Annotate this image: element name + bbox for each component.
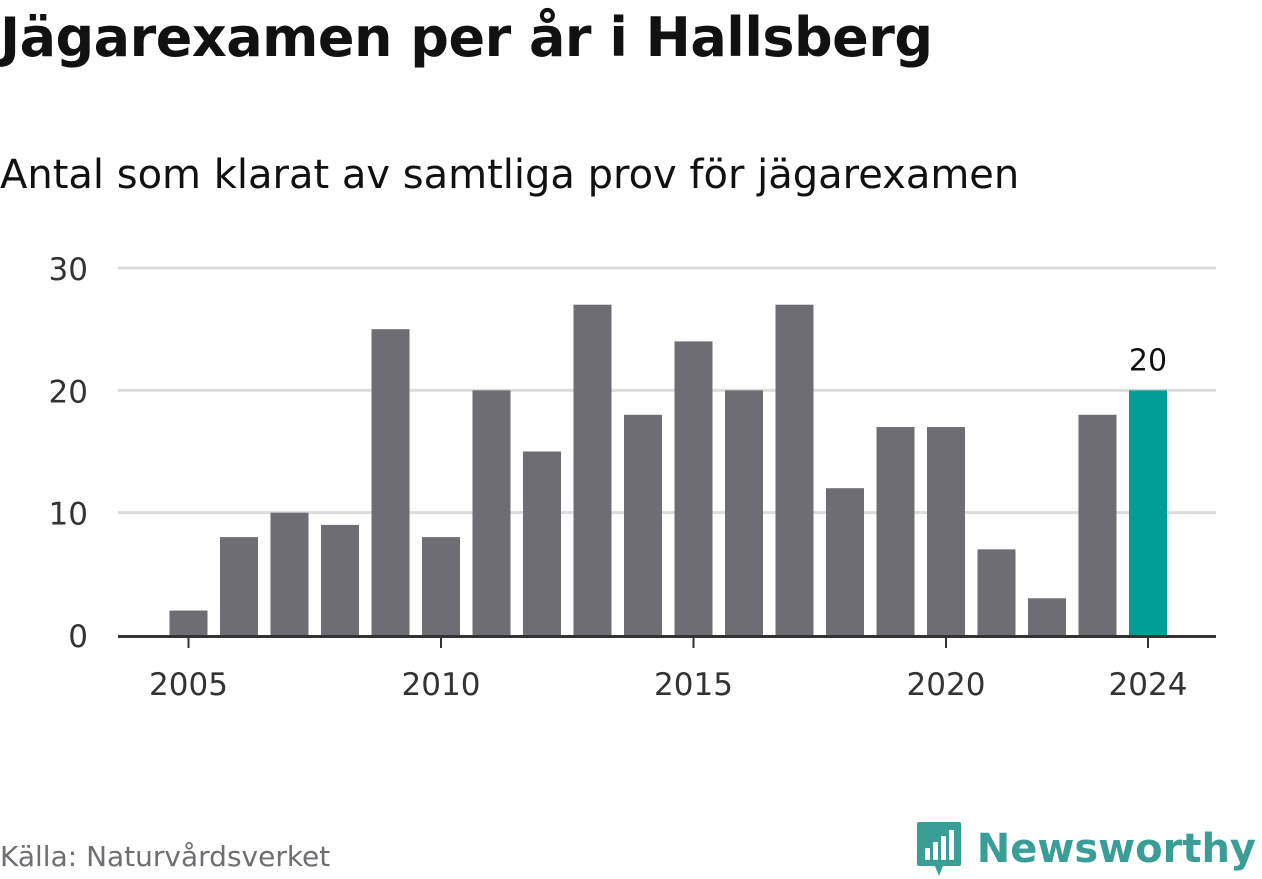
bar-chart: 0 10 20 30 20 2005 2010 2015 2020 2024 [49, 252, 1216, 703]
bar [876, 427, 915, 635]
bar [270, 512, 309, 635]
bar [624, 414, 662, 635]
chart-title: Jägarexamen per år i Hallsberg [0, 6, 933, 69]
bar [422, 537, 460, 635]
bar [472, 390, 511, 635]
y-tick-label: 0 [68, 619, 88, 655]
x-tick-label: 2005 [149, 667, 228, 703]
brand-name: Newsworthy [976, 826, 1256, 872]
bar [321, 524, 359, 635]
data-label: 20 [1129, 343, 1167, 378]
bar-chart-pin-icon [916, 822, 961, 876]
x-tick-label: 2010 [402, 667, 481, 703]
x-tick-label: 2024 [1109, 667, 1188, 703]
bar [371, 329, 410, 635]
bar [725, 390, 763, 635]
bar-highlight [1129, 390, 1167, 635]
bar [573, 304, 612, 635]
bar [826, 488, 864, 635]
bar [775, 304, 814, 635]
y-tick-label: 20 [49, 374, 88, 410]
bar [220, 537, 258, 635]
bar [523, 451, 561, 635]
x-tick-label: 2015 [654, 667, 733, 703]
source-note: Källa: Naturvårdsverket [0, 840, 331, 873]
y-tick-label: 30 [49, 252, 88, 288]
newsworthy-logo: Newsworthy [915, 820, 1256, 878]
bar [927, 427, 965, 635]
bar [674, 341, 713, 635]
chart-subtitle: Antal som klarat av samtliga prov för jä… [0, 152, 1020, 198]
x-tick-label: 2020 [907, 667, 986, 703]
bar [1078, 414, 1117, 635]
y-tick-label: 10 [49, 497, 88, 533]
bar [169, 610, 208, 635]
bar [977, 549, 1016, 635]
bar [1028, 598, 1066, 635]
